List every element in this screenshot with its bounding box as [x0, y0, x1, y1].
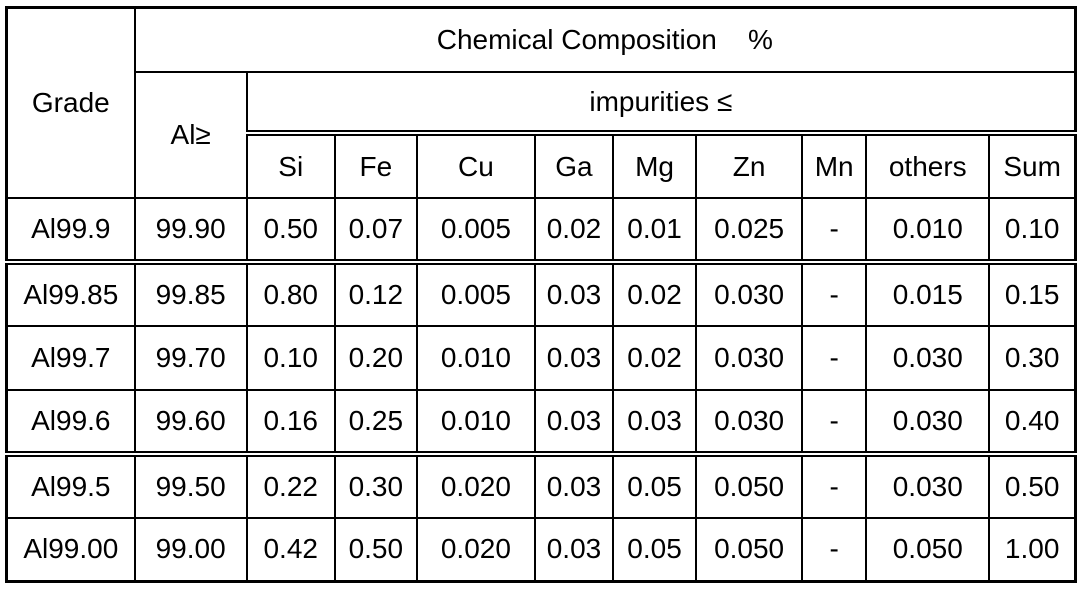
element-header-cu: Cu [415, 130, 536, 200]
cell-al: 99.60 [133, 388, 248, 455]
element-header-mg: Mg [611, 130, 698, 200]
cell-si: 0.42 [245, 516, 336, 583]
cell-al: 99.70 [133, 324, 248, 391]
cell-sum: 0.30 [988, 324, 1077, 391]
cell-grade: Al99.9 [5, 197, 136, 263]
table-row: Al99.7 99.70 0.10 0.20 0.010 0.03 0.02 0… [5, 324, 1077, 391]
al-min-header: Al≥ [133, 71, 248, 200]
table-row: Al99.00 99.00 0.42 0.50 0.020 0.03 0.05 … [5, 516, 1077, 583]
cell-fe: 0.50 [333, 516, 418, 583]
cell-ga: 0.02 [533, 197, 615, 263]
cell-si: 0.10 [245, 324, 336, 391]
element-header-others: others [865, 130, 991, 200]
cell-mg: 0.01 [611, 197, 698, 263]
cell-ga: 0.03 [533, 324, 615, 391]
element-header-zn: Zn [695, 130, 804, 200]
element-header-ga: Ga [533, 130, 615, 200]
table-row: Al99.5 99.50 0.22 0.30 0.020 0.03 0.05 0… [5, 450, 1077, 519]
cell-mn: - [801, 324, 868, 391]
cell-sum: 0.50 [988, 450, 1077, 519]
cell-cu: 0.010 [415, 324, 536, 391]
cell-others: 0.030 [865, 324, 991, 391]
cell-grade: Al99.85 [5, 259, 136, 327]
cell-fe: 0.25 [333, 388, 418, 455]
cell-sum: 0.10 [988, 197, 1077, 263]
cell-ga: 0.03 [533, 450, 615, 519]
cell-others: 0.030 [865, 388, 991, 455]
cell-others: 0.010 [865, 197, 991, 263]
cell-cu: 0.020 [415, 450, 536, 519]
cell-si: 0.50 [245, 197, 336, 263]
cell-fe: 0.07 [333, 197, 418, 263]
header-row-elements: Si Fe Cu Ga Mg Zn Mn others Sum [7, 130, 1077, 200]
cell-zn: 0.030 [695, 259, 804, 327]
impurities-header: impurities ≤ [245, 71, 1077, 135]
chemical-composition-table: Grade Chemical Composition % Al≥ impurit… [5, 6, 1077, 583]
element-header-sum: Sum [988, 130, 1077, 200]
cell-ga: 0.03 [533, 259, 615, 327]
cell-fe: 0.30 [333, 450, 418, 519]
cell-cu: 0.020 [415, 516, 536, 583]
header-row-title: Grade Chemical Composition % [5, 6, 1077, 200]
cell-mg: 0.03 [611, 388, 698, 455]
cell-al: 99.85 [133, 259, 248, 327]
cell-si: 0.80 [245, 259, 336, 327]
cell-zn: 0.030 [695, 388, 804, 455]
cell-al: 99.50 [133, 450, 248, 519]
cell-al: 99.00 [133, 516, 248, 583]
cell-grade: Al99.00 [5, 516, 136, 583]
table-row: Al99.85 99.85 0.80 0.12 0.005 0.03 0.02 … [5, 259, 1077, 327]
cell-mn: - [801, 259, 868, 327]
cell-grade: Al99.6 [5, 388, 136, 455]
cell-grade: Al99.5 [5, 450, 136, 519]
cell-al: 99.90 [133, 197, 248, 263]
cell-mg: 0.05 [611, 516, 698, 583]
cell-zn: 0.050 [695, 516, 804, 583]
cell-sum: 0.40 [988, 388, 1077, 455]
table-row: Al99.9 99.90 0.50 0.07 0.005 0.02 0.01 0… [5, 197, 1077, 263]
composition-header: Chemical Composition % [133, 6, 1077, 74]
cell-mn: - [801, 450, 868, 519]
element-header-fe: Fe [333, 130, 418, 200]
element-header-si: Si [245, 130, 336, 200]
grade-header: Grade [5, 6, 136, 200]
cell-si: 0.16 [245, 388, 336, 455]
cell-fe: 0.12 [333, 259, 418, 327]
cell-ga: 0.03 [533, 388, 615, 455]
cell-fe: 0.20 [333, 324, 418, 391]
cell-mg: 0.02 [611, 324, 698, 391]
cell-mn: - [801, 197, 868, 263]
cell-mg: 0.05 [611, 450, 698, 519]
cell-cu: 0.005 [415, 259, 536, 327]
cell-others: 0.050 [865, 516, 991, 583]
cell-mg: 0.02 [611, 259, 698, 327]
cell-grade: Al99.7 [5, 324, 136, 391]
cell-cu: 0.010 [415, 388, 536, 455]
cell-sum: 0.15 [988, 259, 1077, 327]
cell-cu: 0.005 [415, 197, 536, 263]
cell-mn: - [801, 388, 868, 455]
element-header-mn: Mn [801, 130, 868, 200]
header-row-impurities: Al≥ impurities ≤ [7, 71, 1077, 200]
cell-ga: 0.03 [533, 516, 615, 583]
cell-others: 0.030 [865, 450, 991, 519]
table-row: Al99.6 99.60 0.16 0.25 0.010 0.03 0.03 0… [5, 388, 1077, 455]
cell-si: 0.22 [245, 450, 336, 519]
cell-mn: - [801, 516, 868, 583]
cell-zn: 0.050 [695, 450, 804, 519]
cell-zn: 0.025 [695, 197, 804, 263]
cell-zn: 0.030 [695, 324, 804, 391]
cell-sum: 1.00 [988, 516, 1077, 583]
cell-others: 0.015 [865, 259, 991, 327]
